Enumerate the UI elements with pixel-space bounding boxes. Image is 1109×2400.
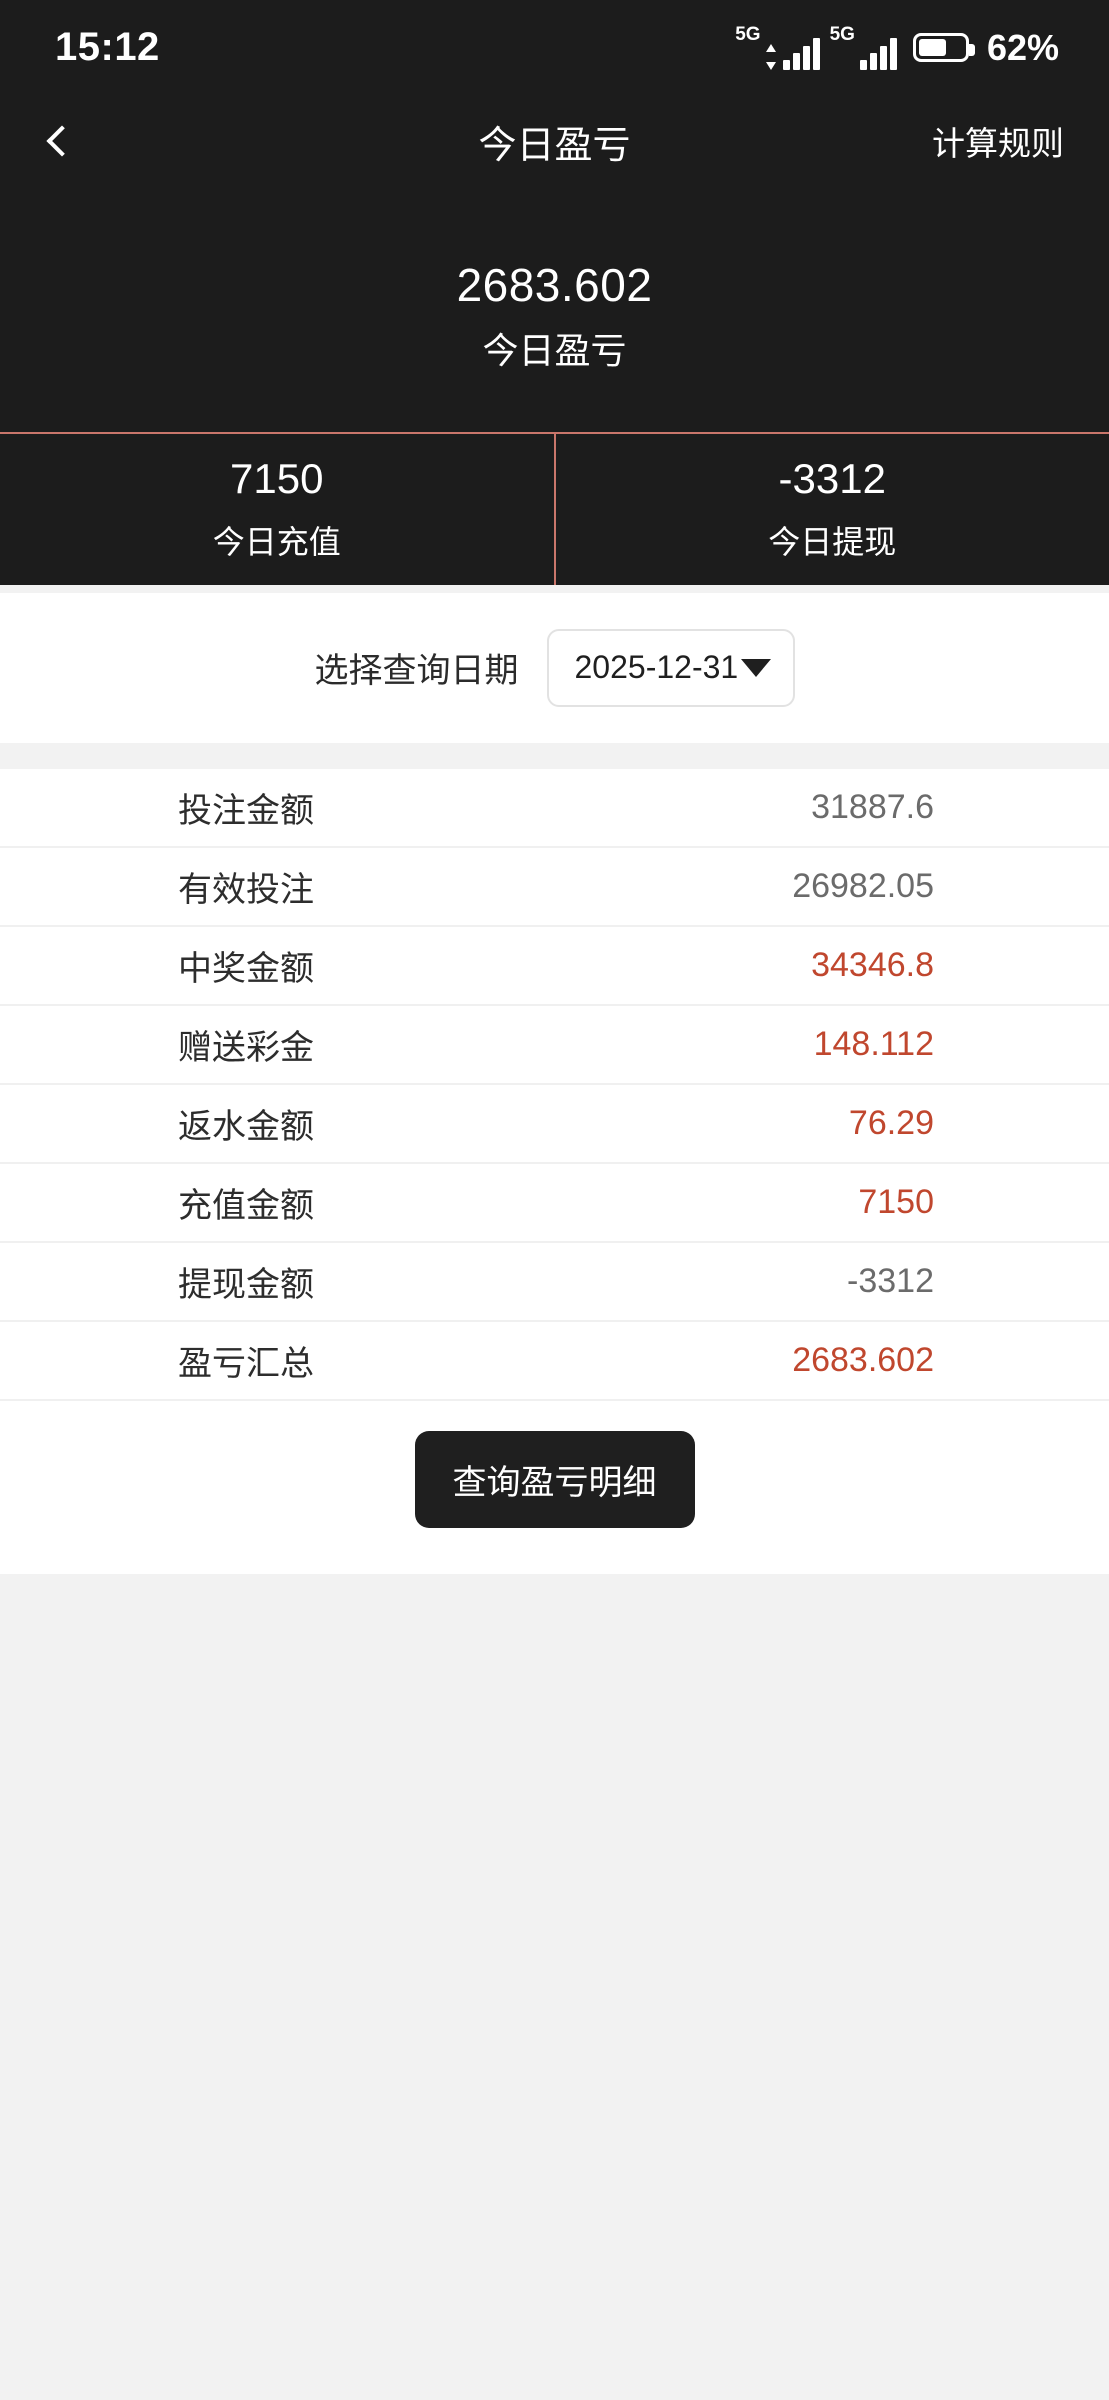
network-type-label-2: 5G — [829, 24, 855, 45]
table-row: 盈亏汇总 2683.602 — [0, 1322, 1109, 1401]
signal-indicator-2: 5G — [830, 25, 897, 70]
row-label: 有效投注 — [178, 870, 314, 909]
row-label: 中奖金额 — [178, 949, 314, 988]
table-row: 充值金额 7150 — [0, 1164, 1109, 1243]
hero-amount: 2683.602 — [456, 259, 653, 311]
today-stats-row: 7150 今日充值 -3312 今日提现 — [0, 431, 1109, 585]
calculation-rules-link[interactable]: 计算规则 — [932, 125, 1064, 162]
row-label: 赠送彩金 — [178, 1028, 314, 1067]
status-bar: 15:12 5G 5G 62% — [0, 0, 1109, 95]
stat-deposit-value: 7150 — [230, 455, 324, 503]
row-value: 7150 — [858, 1182, 934, 1221]
row-label: 充值金额 — [178, 1186, 314, 1225]
details-list: 投注金额 31887.6 有效投注 26982.05 中奖金额 34346.8 … — [0, 768, 1109, 1401]
network-type-label-1: 5G — [735, 24, 761, 45]
table-row: 中奖金额 34346.8 — [0, 927, 1109, 1006]
row-label: 提现金额 — [178, 1265, 314, 1304]
row-value: 31887.6 — [811, 787, 934, 826]
battery-percent-label: 62% — [986, 26, 1059, 68]
date-filter-section: 选择查询日期 2025-12-31 — [0, 592, 1109, 743]
row-value: 76.29 — [848, 1103, 934, 1142]
table-row: 赠送彩金 148.112 — [0, 1006, 1109, 1085]
row-value: 148.112 — [813, 1024, 934, 1063]
row-label: 投注金额 — [178, 791, 314, 830]
row-value: -3312 — [847, 1261, 934, 1300]
navigation-bar: 今日盈亏 计算规则 — [0, 95, 1109, 187]
battery-icon — [912, 33, 975, 62]
row-label: 盈亏汇总 — [178, 1344, 314, 1383]
signal-indicator-1: 5G — [735, 24, 820, 70]
status-bar-indicators: 5G 5G 62% — [735, 25, 1059, 70]
date-select-value: 2025-12-31 — [574, 649, 739, 686]
hero-label: 今日盈亏 — [482, 329, 627, 371]
data-transfer-icon — [765, 44, 777, 70]
stat-withdraw-label: 今日提现 — [768, 524, 897, 561]
row-value: 34346.8 — [811, 945, 934, 984]
row-label: 返水金额 — [178, 1107, 314, 1146]
stat-withdraw-value: -3312 — [778, 455, 886, 503]
chevron-down-icon — [740, 658, 771, 677]
query-detail-button[interactable]: 查询盈亏明细 — [414, 1430, 695, 1528]
footer-action-area: 查询盈亏明细 — [0, 1400, 1109, 1574]
row-value: 2683.602 — [792, 1340, 934, 1379]
spacer-top — [0, 584, 1109, 593]
table-row: 返水金额 76.29 — [0, 1085, 1109, 1164]
table-row: 投注金额 31887.6 — [0, 769, 1109, 848]
summary-hero: 2683.602 今日盈亏 — [0, 187, 1109, 432]
date-filter-label: 选择查询日期 — [314, 652, 519, 691]
status-bar-clock: 15:12 — [55, 25, 160, 69]
stat-withdraw: -3312 今日提现 — [553, 433, 1109, 585]
table-row: 有效投注 26982.05 — [0, 848, 1109, 927]
date-select-dropdown[interactable]: 2025-12-31 — [546, 628, 795, 707]
signal-bars-icon-2 — [859, 38, 897, 70]
page-bottom-area — [0, 1573, 1109, 2094]
signal-bars-icon-1 — [782, 38, 820, 70]
back-button[interactable] — [45, 111, 105, 171]
chevron-left-icon — [46, 125, 78, 157]
spacer-mid — [0, 742, 1109, 769]
row-value: 26982.05 — [792, 866, 934, 905]
stat-deposit: 7150 今日充值 — [0, 434, 554, 585]
stat-deposit-label: 今日充值 — [212, 524, 341, 561]
table-row: 提现金额 -3312 — [0, 1243, 1109, 1322]
dark-header-region: 15:12 5G 5G 62% — [0, 0, 1109, 585]
battery-fill — [918, 39, 947, 56]
